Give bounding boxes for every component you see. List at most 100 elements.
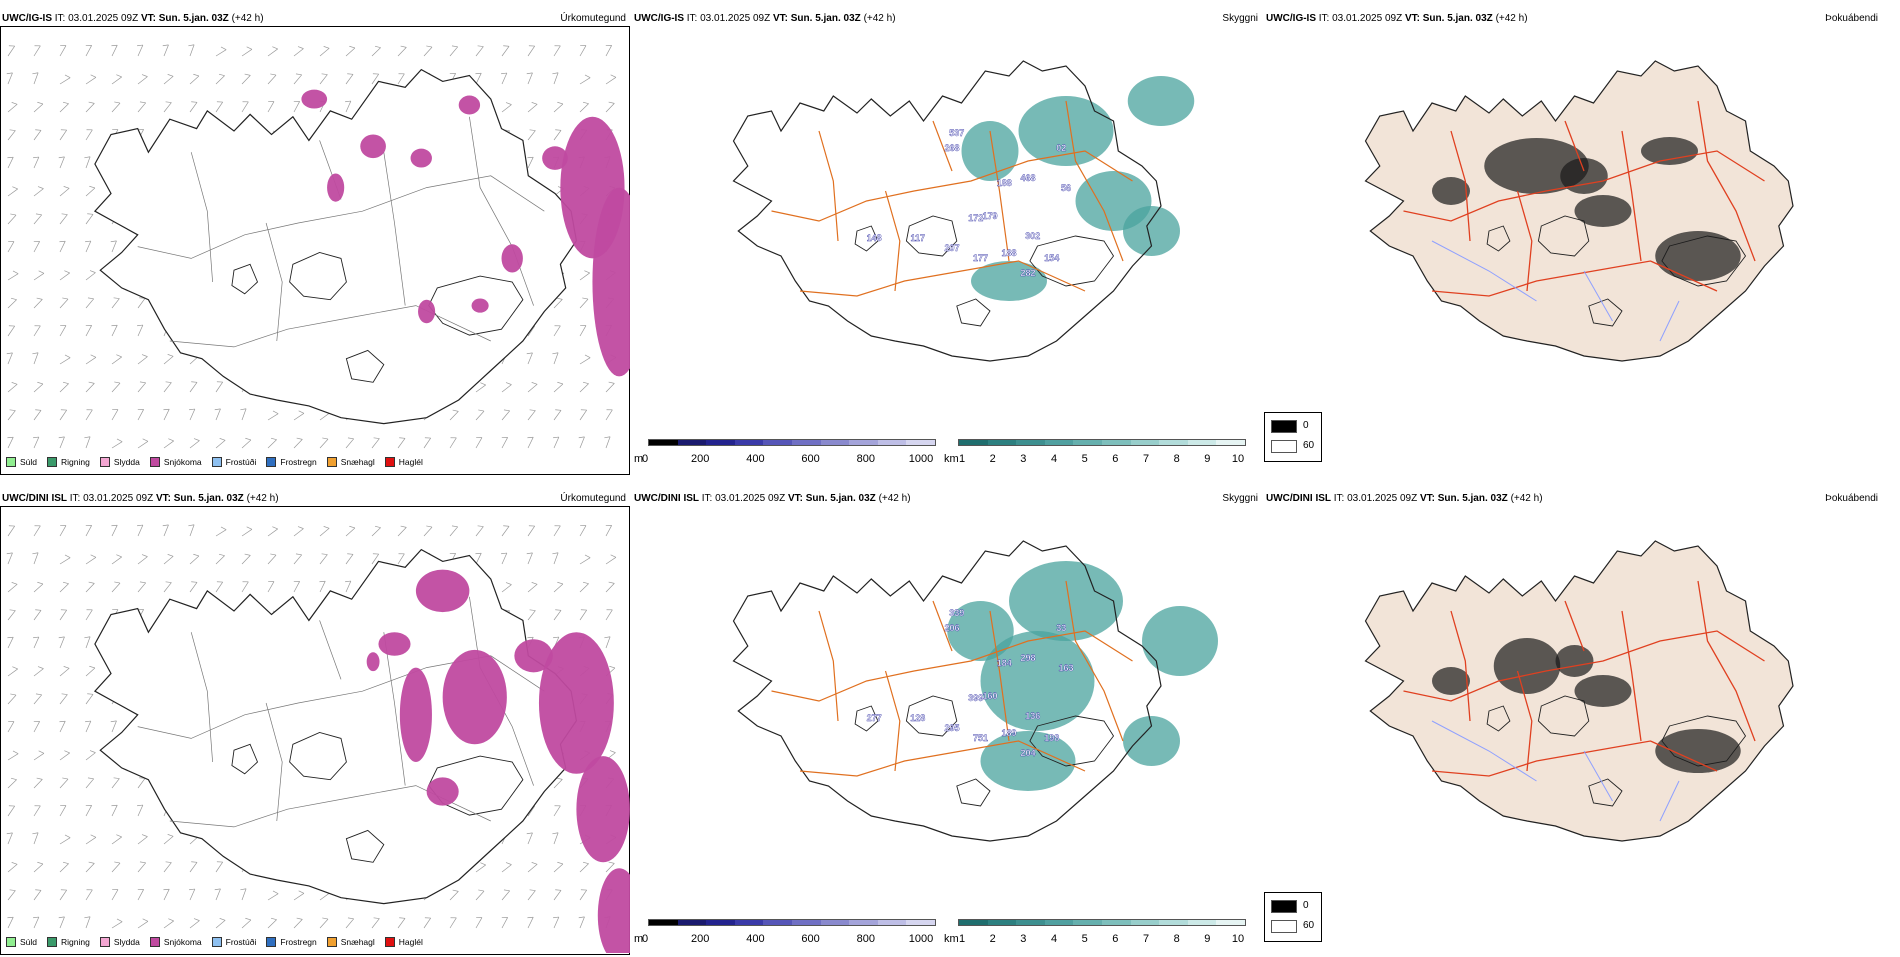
fog-legend: 0 60 (1264, 412, 1322, 462)
legend-swatch (149, 937, 160, 947)
panel-title: Skyggni (1222, 13, 1258, 24)
road-line (383, 632, 406, 786)
it-value: 03.01.2025 09Z (1347, 493, 1418, 504)
road-line (932, 600, 953, 652)
wind-barb (214, 408, 221, 421)
wind-barb (579, 354, 591, 365)
colorbar-tick-label: 2 (989, 453, 996, 465)
legend-label: Frostregn (280, 937, 317, 947)
wind-barb (293, 553, 302, 565)
wind-barb (7, 325, 16, 337)
wind-barb (7, 721, 15, 733)
cloud-base-value: 206 (944, 623, 959, 633)
colorbar-segment (849, 920, 878, 925)
vt-value: Sun. 5.jan. 03Z (1422, 13, 1493, 24)
wind-barb (7, 270, 19, 281)
wind-barb (163, 581, 172, 593)
wind-barb (579, 409, 588, 421)
glacier-outline (905, 695, 958, 737)
legend-swatch (6, 457, 16, 467)
fog-legend-label: 60 (1303, 440, 1315, 451)
road-line (1403, 150, 1765, 222)
wind-barb (527, 409, 536, 421)
wind-barb (189, 581, 198, 593)
wind-barb (579, 889, 588, 901)
snowfall-area (458, 95, 481, 115)
wind-barb (371, 45, 381, 57)
cloud-base-value: 188 (997, 178, 1012, 188)
legend-label: Frostúði (225, 937, 257, 947)
wind-barb (33, 101, 44, 113)
wind-barb (553, 436, 560, 449)
wind-barb (579, 581, 589, 593)
wind-barb (189, 888, 196, 901)
wind-barb (501, 889, 510, 901)
wind-barb (33, 45, 41, 57)
glacier-outline (1537, 215, 1590, 257)
model-name: UWC/DINI ISL (634, 493, 699, 504)
colorbar-tick-label: 200 (691, 453, 710, 465)
wind-barb (59, 45, 67, 57)
wind-barb (605, 554, 617, 565)
wind-barb (163, 861, 172, 873)
colorbar-segment (706, 920, 735, 925)
wind-barb (59, 270, 70, 281)
glacier-outline (289, 732, 347, 781)
wind-barb (111, 834, 122, 845)
wind-barb (189, 73, 200, 85)
wind-barb (241, 73, 251, 85)
legend-label: Snæhagl (340, 937, 375, 947)
wind-barb (33, 889, 42, 901)
wind-barb (371, 525, 381, 537)
wind-barb (605, 45, 612, 57)
legend-label: Snæhagl (340, 457, 375, 467)
it-label: IT: (1333, 493, 1345, 504)
wind-barb (215, 861, 224, 873)
wind-barb (85, 861, 95, 873)
wind-barb (267, 437, 277, 449)
colorbar-tick-label: 3 (1020, 453, 1027, 465)
fog-area (1655, 729, 1741, 773)
wind-barb (59, 525, 67, 537)
wind-barb (319, 917, 329, 929)
wind-barb (59, 805, 67, 817)
low-visibility-area (980, 731, 1076, 791)
colorbar-tick-label: 2 (989, 933, 996, 945)
wind-barb (449, 917, 457, 929)
wind-barb (501, 862, 512, 873)
wind-barb (111, 101, 121, 113)
wind-barb (85, 381, 95, 393)
wind-barb (345, 580, 352, 593)
wind-barb (552, 832, 559, 845)
panel-header: UWC/DINI ISL IT: 03.01.2025 09Z VT: Sun.… (1266, 493, 1543, 505)
road-line (1621, 610, 1642, 742)
wind-barb (214, 888, 221, 901)
legend-swatch (211, 937, 222, 947)
legend-item: Slydda (99, 937, 140, 947)
wind-barb (526, 72, 533, 85)
colorbar-strip (958, 919, 1246, 926)
wind-barb (7, 525, 16, 537)
wind-barb (605, 861, 615, 873)
it-value: 03.01.2025 09Z (83, 493, 154, 504)
wind-barb (111, 354, 122, 365)
wind-barb (85, 525, 92, 537)
wind-barb (85, 240, 92, 253)
colorbar-segment (1187, 920, 1217, 925)
legend-item: Snæhagl (326, 937, 375, 947)
precip-map (6, 524, 630, 953)
wind-barb (553, 525, 561, 537)
low-visibility-area (1009, 561, 1123, 641)
model-name: UWC/IG-IS (1266, 13, 1316, 24)
wind-barb (137, 44, 144, 57)
wind-barb (137, 918, 149, 929)
colorbar-segment (1016, 920, 1045, 925)
wind-barb (267, 410, 279, 421)
wind-barb (189, 438, 200, 449)
snowfall-area (426, 777, 459, 806)
colorbar-tick-label: 1000 (908, 933, 934, 945)
wind-barb (33, 666, 44, 677)
cloud-base-value: 207 (944, 243, 959, 253)
wind-barb (6, 552, 13, 565)
cloud-base-value: 339 (949, 608, 964, 618)
